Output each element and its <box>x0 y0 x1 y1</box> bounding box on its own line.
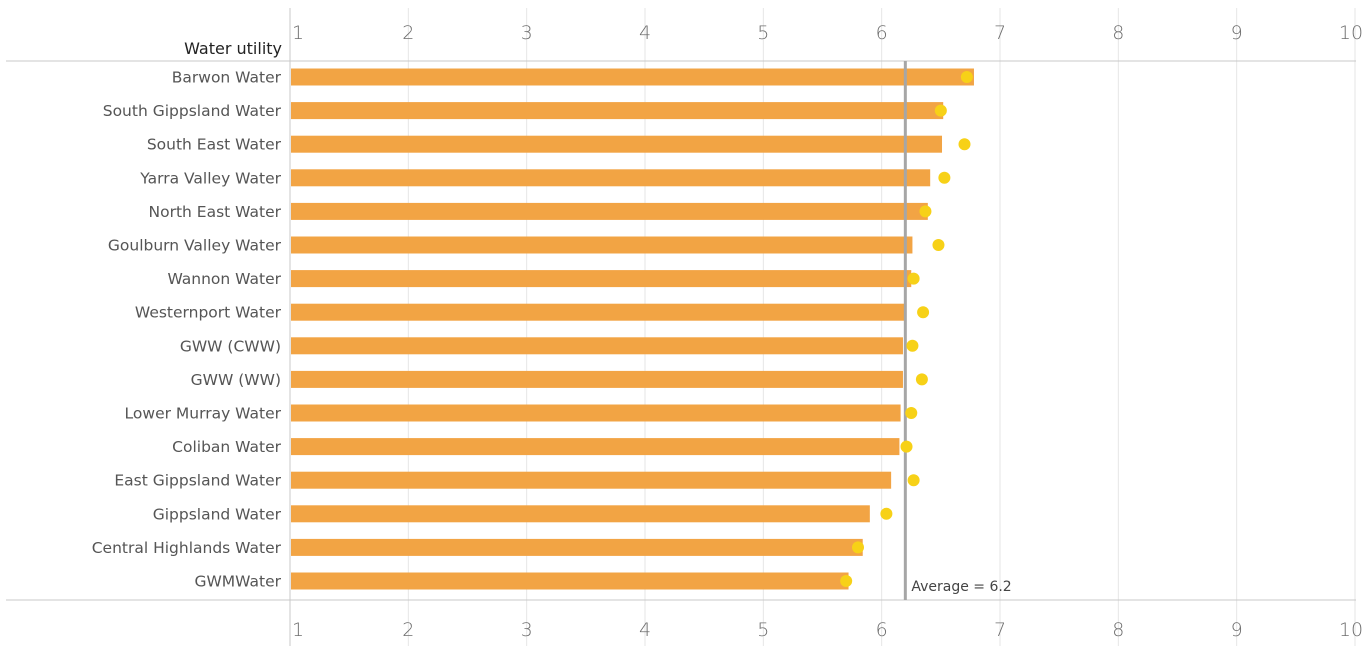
bar-lower-murray-water <box>291 404 901 422</box>
dot-barwon-water <box>960 71 973 83</box>
bottom-tick-label-1: 1 <box>292 619 304 641</box>
category-label-westernport-water: Westernport Water <box>135 304 282 322</box>
category-label-wannon-water: Wannon Water <box>167 270 281 288</box>
bottom-tick-label-3: 3 <box>521 619 533 641</box>
dot-wannon-water <box>907 272 920 285</box>
bar-east-gippsland-water <box>291 471 892 489</box>
bar-barwon-water <box>291 68 974 86</box>
bottom-tick-label-7: 7 <box>994 619 1006 641</box>
top-tick-label-10: 10 <box>1339 22 1362 44</box>
bottom-tick-label-4: 4 <box>639 619 651 641</box>
category-label-south-gippsland-water: South Gippsland Water <box>103 102 282 120</box>
category-label-gippsland-water: Gippsland Water <box>153 505 282 523</box>
top-tick-label-7: 7 <box>994 22 1006 44</box>
dot-gww-ww <box>915 373 928 386</box>
category-label-yarra-valley-water: Yarra Valley Water <box>139 169 281 187</box>
category-label-north-east-water: North East Water <box>149 203 282 221</box>
bottom-tick-label-9: 9 <box>1231 619 1243 641</box>
category-label-gww-ww: GWW (WW) <box>191 371 281 389</box>
bottom-tick-label-8: 8 <box>1112 619 1124 641</box>
top-tick-label-1: 1 <box>292 22 304 44</box>
bottom-tick-label-5: 5 <box>757 619 769 641</box>
bar-central-highlands-water <box>291 538 863 556</box>
category-label-gww-cww: GWW (CWW) <box>180 337 281 355</box>
top-tick-label-3: 3 <box>521 22 533 44</box>
dot-series <box>840 71 973 587</box>
dot-yarra-valley-water <box>938 171 951 184</box>
category-labels: Barwon Water South Gippsland Water South E… <box>92 69 282 591</box>
bar-goulburn-valley-water <box>291 236 913 254</box>
category-label-goulburn-valley-water: Goulburn Valley Water <box>108 237 282 255</box>
dot-gwmwater <box>840 575 853 587</box>
bar-south-east-water <box>291 135 943 153</box>
top-tick-label-6: 6 <box>876 22 888 44</box>
bar-series <box>291 68 974 590</box>
top-tick-label-5: 5 <box>757 22 769 44</box>
bar-wannon-water <box>291 270 912 288</box>
category-label-central-highlands-water: Central Highlands Water <box>92 539 282 557</box>
bar-coliban-water <box>291 438 900 456</box>
row-header-label: Water utility <box>184 39 282 58</box>
dot-north-east-water <box>919 205 932 218</box>
top-axis-ticks: 1 2 3 4 5 6 7 8 9 10 <box>292 22 1362 44</box>
category-label-south-east-water: South East Water <box>147 136 282 154</box>
dot-south-east-water <box>958 138 971 151</box>
top-tick-label-2: 2 <box>402 22 414 44</box>
category-label-east-gippsland-water: East Gippsland Water <box>114 472 281 490</box>
dot-central-highlands-water <box>852 541 864 554</box>
dot-gww-cww <box>906 339 919 352</box>
bar-yarra-valley-water <box>291 169 931 187</box>
bar-gwmwater <box>291 572 849 590</box>
dot-east-gippsland-water <box>907 474 920 487</box>
bottom-axis-ticks: 1 2 3 4 5 6 7 8 9 10 <box>292 619 1362 641</box>
bar-gippsland-water <box>291 505 870 523</box>
bottom-tick-label-2: 2 <box>402 619 414 641</box>
chart-frame <box>6 8 1356 646</box>
dot-goulburn-valley-water <box>932 239 945 251</box>
category-label-barwon-water: Barwon Water <box>172 69 282 87</box>
dot-lower-murray-water <box>905 407 918 419</box>
category-label-coliban-water: Coliban Water <box>172 438 281 456</box>
category-label-lower-murray-water: Lower Murray Water <box>125 405 282 423</box>
bar-gww-cww <box>291 337 903 355</box>
dot-south-gippsland-water <box>934 104 947 117</box>
average-reference-label: Average = 6.2 <box>911 579 1011 595</box>
bar-south-gippsland-water <box>291 102 944 120</box>
bar-north-east-water <box>291 202 928 220</box>
dot-coliban-water <box>900 440 913 453</box>
top-tick-label-9: 9 <box>1231 22 1243 44</box>
bar-westernport-water <box>291 303 905 321</box>
top-tick-label-4: 4 <box>639 22 651 44</box>
category-label-gwmwater: GWMWater <box>194 573 281 591</box>
top-tick-label-8: 8 <box>1112 22 1124 44</box>
dot-westernport-water <box>917 306 930 319</box>
bottom-tick-label-10: 10 <box>1339 619 1362 641</box>
dot-gippsland-water <box>880 507 893 520</box>
bar-gww-ww <box>291 370 903 388</box>
bottom-tick-label-6: 6 <box>876 619 888 641</box>
